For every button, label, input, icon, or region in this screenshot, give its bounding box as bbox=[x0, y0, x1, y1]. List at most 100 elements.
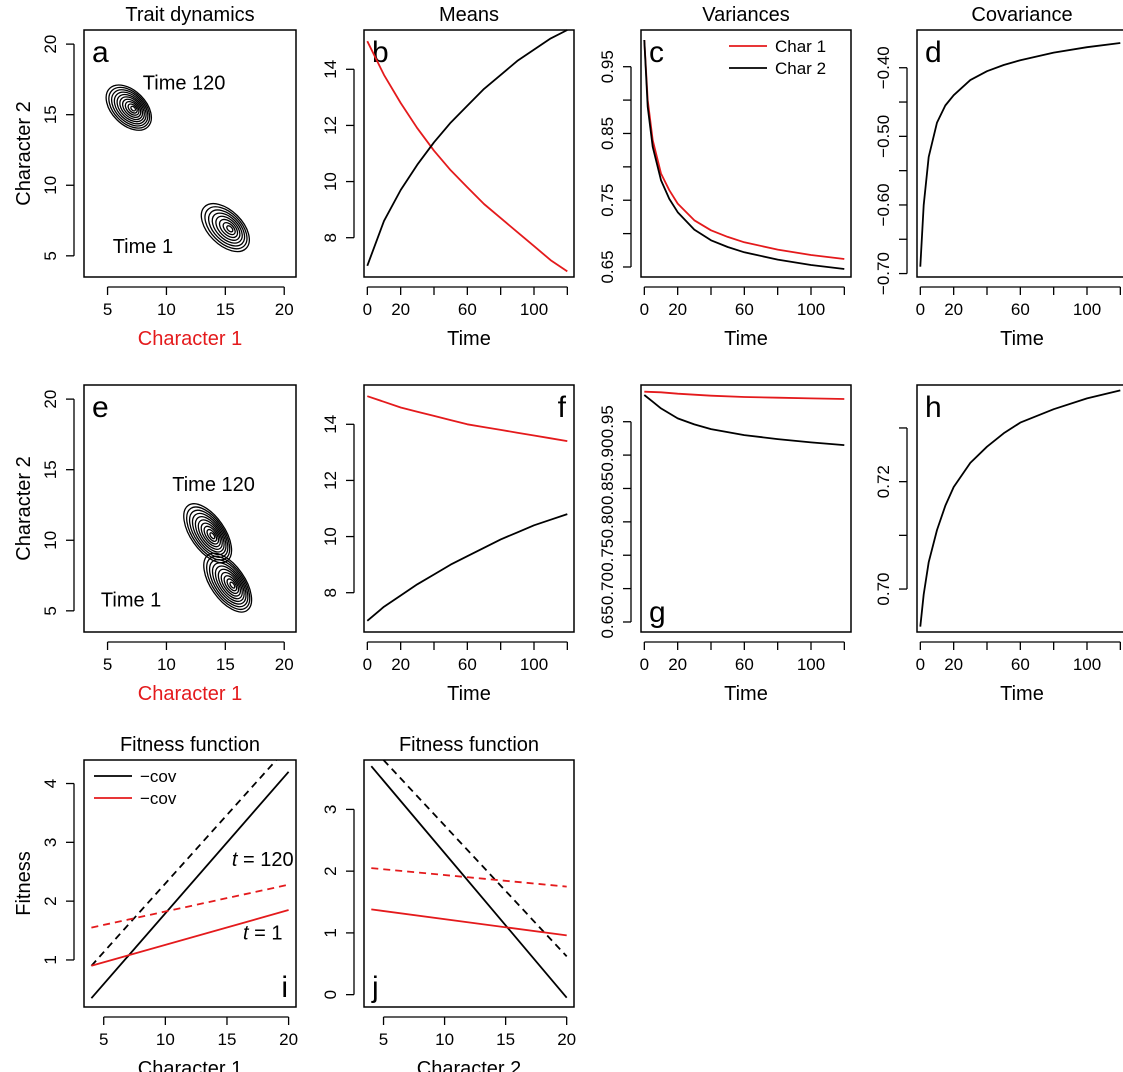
series-line bbox=[91, 909, 289, 967]
x-tick-label: 10 bbox=[435, 1030, 454, 1049]
y-tick-label: 0.75 bbox=[598, 184, 617, 217]
contour-line bbox=[124, 100, 140, 116]
contour-line bbox=[204, 206, 248, 250]
series-line bbox=[367, 395, 568, 442]
x-tick-label: 0 bbox=[640, 300, 649, 319]
x-tick-label: 100 bbox=[520, 655, 548, 674]
y-axis: 0.65 0.75 0.85 0.95 bbox=[598, 50, 632, 284]
x-axis-label: Character 2 bbox=[417, 1058, 522, 1072]
series-line bbox=[90, 759, 277, 967]
plot-frame bbox=[83, 29, 297, 278]
y-tick-label: 0.72 bbox=[874, 465, 893, 498]
legend-label: Char 1 bbox=[775, 37, 826, 56]
series-line bbox=[366, 29, 568, 267]
x-tick-label: 100 bbox=[797, 300, 825, 319]
panel-g: 0 20 60 100 0.650.700.750.800.850.900.95 Time… bbox=[598, 384, 852, 705]
series-line bbox=[643, 394, 845, 446]
y-tick-label: 12 bbox=[321, 116, 340, 135]
y-tick-label: 10 bbox=[321, 172, 340, 191]
x-tick-label: 0 bbox=[916, 300, 925, 319]
panel-title: Fitness function bbox=[120, 734, 260, 756]
x-tick-label: 15 bbox=[496, 1030, 515, 1049]
x-axis-label: Time bbox=[1000, 328, 1044, 350]
panel-b: 0 20 60 100 8 10 12 14 Means Time b bbox=[321, 4, 575, 350]
contour-line bbox=[217, 568, 243, 600]
y-tick-label: 10 bbox=[41, 176, 60, 195]
x-tick-label: 60 bbox=[458, 655, 477, 674]
x-tick-label: 5 bbox=[99, 1030, 108, 1049]
contour-line bbox=[121, 98, 142, 118]
plot-frame bbox=[363, 759, 575, 1008]
y-tick-label: 0.70 bbox=[598, 572, 617, 605]
x-axis: 0 20 60 100 bbox=[640, 641, 845, 674]
panel-h: 0 20 60 100 0.70 0.72 Time h bbox=[874, 384, 1123, 705]
x-tick-label: 100 bbox=[797, 655, 825, 674]
contour-line bbox=[214, 565, 245, 603]
panel-i: 5 10 15 20 1 2 3 4 Fitness function Character 1 Fi… bbox=[13, 734, 298, 1072]
contour-line bbox=[110, 89, 149, 127]
y-tick-label: 0.90 bbox=[598, 439, 617, 472]
contour-line bbox=[200, 202, 250, 253]
panel-title: Trait dynamics bbox=[125, 4, 254, 26]
x-axis: 5 10 15 20 bbox=[103, 286, 294, 319]
y-tick-label: 0.95 bbox=[598, 405, 617, 438]
contour-line bbox=[194, 516, 225, 553]
legend-label: Char 2 bbox=[775, 59, 826, 78]
y-tick-label: 3 bbox=[321, 805, 340, 814]
x-axis: 0 20 60 100 bbox=[363, 641, 568, 674]
x-axis-label: Time bbox=[724, 328, 768, 350]
contour-line bbox=[127, 103, 138, 114]
y-axis-label: Character 2 bbox=[13, 101, 35, 206]
annotation: Time 120 bbox=[172, 474, 255, 496]
x-tick-label: 5 bbox=[379, 1030, 388, 1049]
y-tick-label: 1 bbox=[41, 955, 60, 964]
contour-line bbox=[211, 212, 243, 244]
annotation: Time 1 bbox=[101, 590, 161, 612]
x-axis: 5 10 15 20 bbox=[99, 1016, 298, 1049]
y-tick-label: 2 bbox=[41, 896, 60, 905]
x-tick-label: 20 bbox=[275, 300, 294, 319]
y-tick-label: 0.80 bbox=[598, 505, 617, 538]
contour-line bbox=[108, 86, 151, 129]
x-tick-label: 20 bbox=[279, 1030, 298, 1049]
y-tick-label: 1 bbox=[321, 928, 340, 937]
y-axis: 1 2 3 4 bbox=[41, 779, 75, 965]
y-axis-label: Character 2 bbox=[13, 456, 35, 561]
series-line bbox=[371, 867, 567, 888]
x-tick-label: 60 bbox=[735, 300, 754, 319]
x-tick-label: 20 bbox=[944, 300, 963, 319]
panel-title: Means bbox=[439, 4, 499, 26]
contour-blob bbox=[183, 503, 233, 564]
x-tick-label: 100 bbox=[1073, 655, 1101, 674]
annotation: t = 120 bbox=[232, 849, 294, 871]
annotation-value: = 120 bbox=[237, 849, 293, 871]
x-tick-label: 5 bbox=[103, 655, 112, 674]
series-line bbox=[644, 390, 845, 400]
y-tick-label: 0 bbox=[321, 990, 340, 999]
x-axis-label: Character 1 bbox=[138, 1058, 243, 1072]
contour-line bbox=[222, 221, 236, 236]
panel-letter: e bbox=[92, 391, 109, 424]
x-tick-label: 15 bbox=[218, 1030, 237, 1049]
y-tick-label: 2 bbox=[321, 866, 340, 875]
series-line bbox=[919, 42, 1121, 267]
x-axis-label: Character 1 bbox=[138, 683, 243, 705]
plot-frame bbox=[640, 384, 852, 633]
y-tick-label: −0.70 bbox=[874, 252, 893, 295]
x-tick-label: 20 bbox=[944, 655, 963, 674]
series-line bbox=[643, 39, 845, 270]
plot-frame bbox=[83, 384, 297, 633]
y-axis: 0.70 0.72 bbox=[874, 427, 908, 606]
panel-letter: a bbox=[92, 36, 109, 69]
x-tick-label: 10 bbox=[157, 655, 176, 674]
series-line bbox=[371, 908, 567, 937]
x-axis: 0 20 60 100 bbox=[916, 286, 1121, 319]
panel-j: 5 10 15 20 0 1 2 3 Fitness function Character 2 j bbox=[321, 734, 576, 1072]
panel-f: 0 20 60 100 8 10 12 14 Time f bbox=[321, 384, 575, 705]
contour-line bbox=[208, 558, 249, 608]
annotation: Time 120 bbox=[143, 72, 226, 94]
y-axis: 8 10 12 14 bbox=[321, 415, 355, 597]
plot-frame bbox=[363, 384, 575, 633]
y-axis: 8 10 12 14 bbox=[321, 60, 355, 242]
